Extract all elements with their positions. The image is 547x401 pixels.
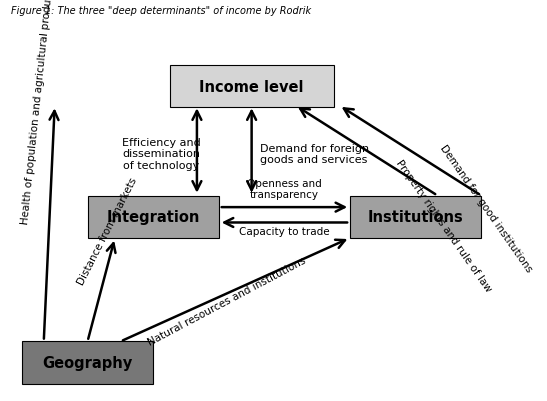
FancyBboxPatch shape [350, 196, 481, 238]
FancyBboxPatch shape [22, 342, 153, 384]
Text: Health of population and agricultural productivity: Health of population and agricultural pr… [20, 0, 57, 225]
Text: Property rights and rule of law: Property rights and rule of law [394, 158, 493, 293]
Text: Efficiency and
dissemination
of technology: Efficiency and dissemination of technolo… [122, 138, 201, 170]
Text: Demand for good institutions: Demand for good institutions [438, 142, 533, 273]
Text: Openness and
transparency: Openness and transparency [247, 178, 322, 200]
Text: Integration: Integration [107, 210, 200, 225]
FancyBboxPatch shape [170, 66, 334, 108]
Text: Figure 1: The three "deep determinants" of income by Rodrik: Figure 1: The three "deep determinants" … [11, 6, 311, 16]
Text: Distance from markets: Distance from markets [76, 176, 139, 286]
Text: Capacity to trade: Capacity to trade [239, 227, 330, 237]
Text: Demand for foreign
goods and services: Demand for foreign goods and services [260, 143, 369, 165]
FancyBboxPatch shape [88, 196, 219, 238]
Text: Income level: Income level [199, 79, 304, 95]
Text: Natural resources and institutions: Natural resources and institutions [147, 255, 308, 347]
Text: Geography: Geography [43, 355, 132, 370]
Text: Institutions: Institutions [368, 210, 464, 225]
